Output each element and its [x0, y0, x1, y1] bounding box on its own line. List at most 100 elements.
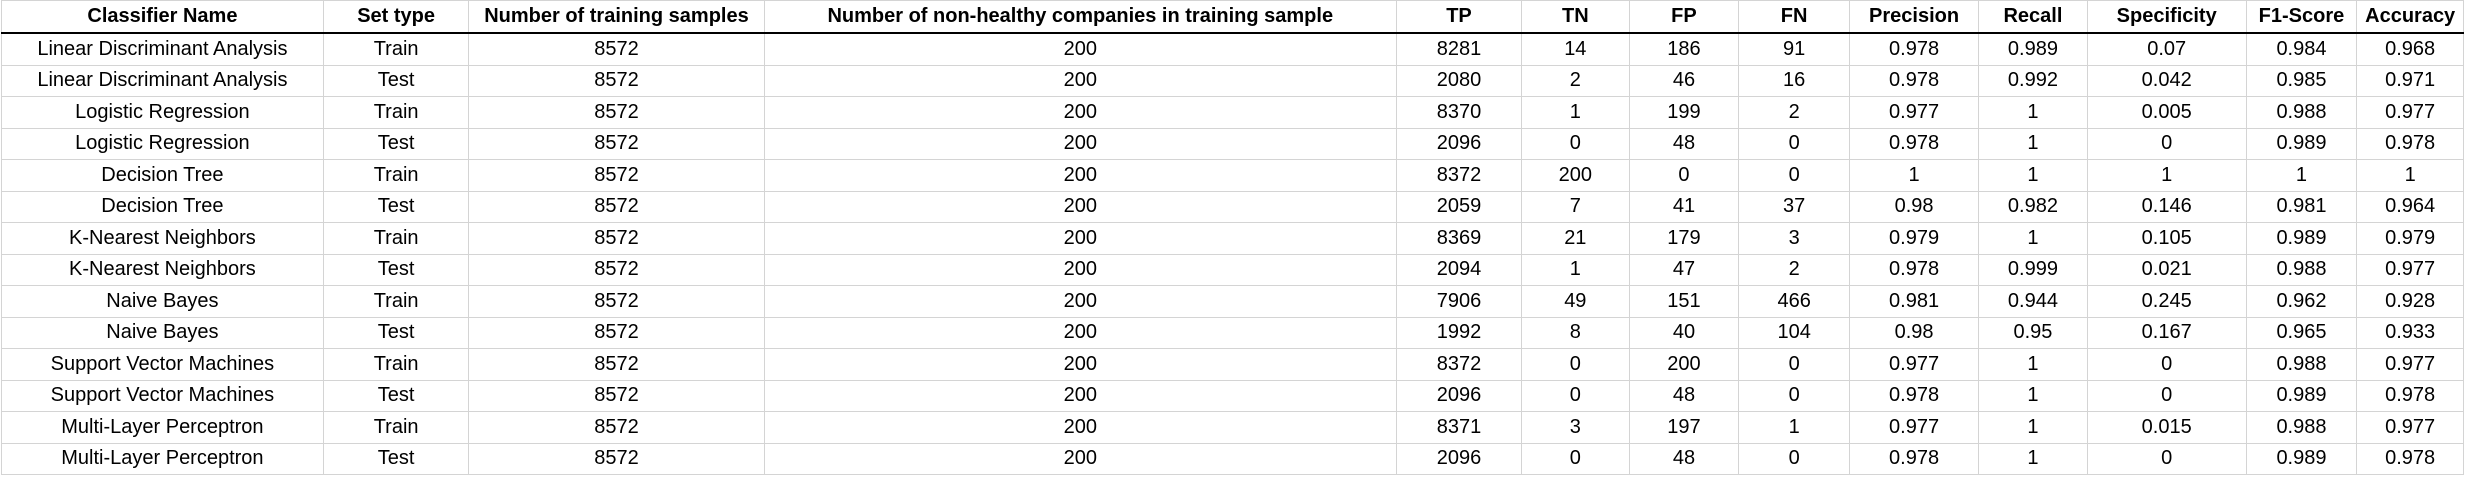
- cell-fn: 2: [1738, 96, 1850, 129]
- cell-accuracy: 0.977: [2356, 348, 2464, 381]
- cell-fp: 48: [1628, 442, 1740, 475]
- cell-fp: 0: [1628, 159, 1740, 192]
- cell-specificity: 0.021: [2086, 253, 2247, 286]
- cell-f1-score: 0.981: [2245, 190, 2358, 223]
- cell-tp: 8370: [1395, 96, 1523, 129]
- header-row: Classifier Name Set type Number of train…: [1, 0, 2464, 34]
- cell-f1-score: 0.989: [2245, 442, 2358, 475]
- cell-set-type: Train: [322, 411, 470, 444]
- cell-precision: 0.978: [1848, 127, 1980, 160]
- cell-f1-score: 0.989: [2245, 222, 2358, 255]
- cell-precision: 0.979: [1848, 222, 1980, 255]
- cell-fn: 3: [1738, 222, 1850, 255]
- cell-fp: 197: [1628, 411, 1740, 444]
- cell-specificity: 0.015: [2086, 411, 2247, 444]
- cell-specificity: 1: [2086, 159, 2247, 192]
- cell-accuracy: 0.964: [2356, 190, 2464, 223]
- cell-f1-score: 0.962: [2245, 285, 2358, 318]
- cell-fn: 2: [1738, 253, 1850, 286]
- cell-recall: 1: [1978, 379, 2088, 412]
- cell-fp: 151: [1628, 285, 1740, 318]
- cell-recall: 1: [1978, 411, 2088, 444]
- cell-f1-score: 0.984: [2245, 32, 2358, 66]
- cell-tn: 0: [1521, 442, 1630, 475]
- cell-tp: 8371: [1395, 411, 1523, 444]
- cell-classifier-name: Naive Bayes: [1, 285, 324, 318]
- header-set-type: Set type: [322, 0, 470, 34]
- cell-training-samples: 8572: [468, 442, 765, 475]
- cell-tn: 200: [1521, 159, 1630, 192]
- cell-classifier-name: Decision Tree: [1, 159, 324, 192]
- table-row: Linear Discriminant Analysis Train 8572 200…: [1, 32, 2464, 66]
- cell-fp: 200: [1628, 348, 1740, 381]
- cell-non-healthy-companies: 200: [763, 316, 1397, 349]
- cell-precision: 0.978: [1848, 379, 1980, 412]
- table-row: Logistic Regression Train 8572 200 8370 1 199 2…: [1, 96, 2464, 129]
- cell-tn: 0: [1521, 348, 1630, 381]
- cell-fn: 37: [1738, 190, 1850, 223]
- cell-set-type: Test: [322, 190, 470, 223]
- cell-specificity: 0.146: [2086, 190, 2247, 223]
- cell-classifier-name: Linear Discriminant Analysis: [1, 32, 324, 66]
- cell-recall: 1: [1978, 222, 2088, 255]
- cell-precision: 0.977: [1848, 96, 1980, 129]
- cell-tn: 21: [1521, 222, 1630, 255]
- table-row: Naive Bayes Test 8572 200 1992 8 40 104 0.98 0.95…: [1, 316, 2464, 349]
- cell-accuracy: 0.977: [2356, 96, 2464, 129]
- cell-specificity: 0.042: [2086, 64, 2247, 97]
- cell-non-healthy-companies: 200: [763, 64, 1397, 97]
- cell-recall: 1: [1978, 348, 2088, 381]
- cell-set-type: Train: [322, 222, 470, 255]
- cell-precision: 0.978: [1848, 442, 1980, 475]
- cell-fp: 41: [1628, 190, 1740, 223]
- cell-tp: 2080: [1395, 64, 1523, 97]
- cell-classifier-name: Support Vector Machines: [1, 348, 324, 381]
- cell-fn: 0: [1738, 379, 1850, 412]
- cell-tn: 14: [1521, 32, 1630, 66]
- cell-training-samples: 8572: [468, 159, 765, 192]
- cell-non-healthy-companies: 200: [763, 127, 1397, 160]
- cell-f1-score: 0.988: [2245, 348, 2358, 381]
- cell-recall: 0.95: [1978, 316, 2088, 349]
- table-body: Linear Discriminant Analysis Train 8572 200…: [1, 32, 2464, 475]
- header-tp: TP: [1395, 0, 1523, 34]
- cell-set-type: Train: [322, 285, 470, 318]
- cell-set-type: Train: [322, 159, 470, 192]
- cell-fp: 186: [1628, 32, 1740, 66]
- cell-recall: 0.982: [1978, 190, 2088, 223]
- cell-precision: 1: [1848, 159, 1980, 192]
- cell-fn: 0: [1738, 159, 1850, 192]
- cell-training-samples: 8572: [468, 127, 765, 160]
- cell-recall: 1: [1978, 442, 2088, 475]
- cell-classifier-name: Multi-Layer Perceptron: [1, 442, 324, 475]
- cell-classifier-name: K-Nearest Neighbors: [1, 222, 324, 255]
- cell-fn: 0: [1738, 442, 1850, 475]
- cell-set-type: Train: [322, 32, 470, 66]
- cell-training-samples: 8572: [468, 190, 765, 223]
- cell-tp: 8281: [1395, 32, 1523, 66]
- cell-training-samples: 8572: [468, 253, 765, 286]
- cell-set-type: Test: [322, 127, 470, 160]
- cell-precision: 0.977: [1848, 348, 1980, 381]
- table-row: Multi-Layer Perceptron Test 8572 200 2096 0 48…: [1, 442, 2464, 475]
- cell-precision: 0.981: [1848, 285, 1980, 318]
- cell-non-healthy-companies: 200: [763, 348, 1397, 381]
- cell-specificity: 0.07: [2086, 32, 2247, 66]
- cell-f1-score: 0.965: [2245, 316, 2358, 349]
- cell-recall: 1: [1978, 96, 2088, 129]
- table-row: Multi-Layer Perceptron Train 8572 200 8371 3 1…: [1, 411, 2464, 444]
- cell-classifier-name: Multi-Layer Perceptron: [1, 411, 324, 444]
- header-fp: FP: [1628, 0, 1740, 34]
- cell-training-samples: 8572: [468, 285, 765, 318]
- table-row: Decision Tree Train 8572 200 8372 200 0 0 1 1 1 1 1: [1, 159, 2464, 192]
- cell-recall: 0.999: [1978, 253, 2088, 286]
- cell-non-healthy-companies: 200: [763, 159, 1397, 192]
- cell-recall: 0.992: [1978, 64, 2088, 97]
- cell-non-healthy-companies: 200: [763, 442, 1397, 475]
- header-fn: FN: [1738, 0, 1850, 34]
- cell-set-type: Train: [322, 348, 470, 381]
- cell-recall: 1: [1978, 127, 2088, 160]
- cell-non-healthy-companies: 200: [763, 222, 1397, 255]
- table-row: Logistic Regression Test 8572 200 2096 0 48 0 0.…: [1, 127, 2464, 160]
- cell-fp: 179: [1628, 222, 1740, 255]
